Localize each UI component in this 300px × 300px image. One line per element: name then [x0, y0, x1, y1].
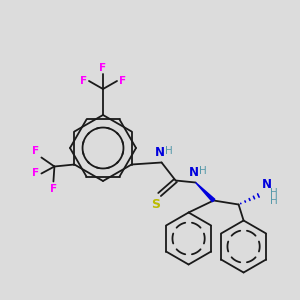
Text: H: H — [165, 146, 172, 157]
Text: F: F — [99, 63, 106, 73]
Text: H: H — [199, 167, 206, 176]
Text: F: F — [32, 169, 39, 178]
Text: S: S — [151, 197, 160, 211]
Text: F: F — [119, 76, 126, 86]
Text: N: N — [154, 146, 165, 158]
Polygon shape — [196, 182, 215, 202]
Text: F: F — [80, 76, 87, 86]
Text: F: F — [32, 146, 39, 157]
Text: H: H — [270, 188, 277, 197]
Text: H: H — [270, 196, 277, 206]
Text: N: N — [189, 166, 199, 178]
Text: F: F — [50, 184, 57, 194]
Text: N: N — [262, 178, 272, 190]
